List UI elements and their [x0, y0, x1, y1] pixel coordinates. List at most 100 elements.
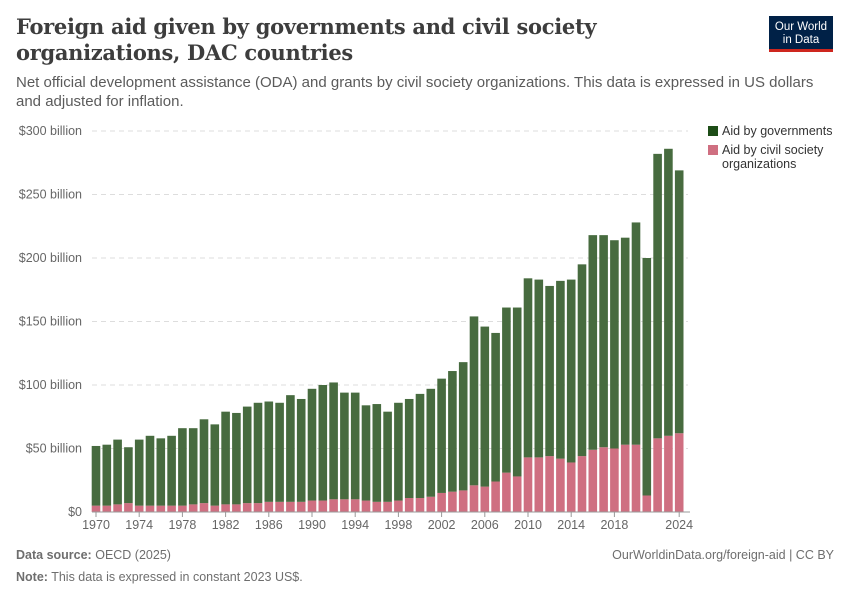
x-tick-label: 2002: [428, 518, 456, 532]
bar-civil-society-2006: [480, 486, 490, 512]
bar-civil-society-1993: [340, 499, 349, 512]
bar-civil-society-2010: [523, 457, 533, 512]
bar-governments-1979: [188, 428, 198, 505]
bar-governments-2004: [458, 362, 468, 491]
bar-civil-society-1972: [113, 504, 122, 512]
bar-governments-2020: [631, 222, 641, 445]
source-label: Data source:: [16, 548, 92, 562]
bar-governments-1982: [221, 411, 230, 505]
x-tick-label: 1978: [168, 518, 196, 532]
bar-governments-2012: [545, 285, 554, 457]
bar-civil-society-1996: [372, 501, 382, 512]
bar-civil-society-1992: [329, 499, 338, 512]
bar-governments-1977: [167, 435, 176, 506]
x-tick-label: 2006: [471, 518, 499, 532]
y-tick-label: $0: [68, 505, 82, 519]
bar-civil-society-1976: [156, 505, 166, 512]
bar-civil-society-2000: [415, 498, 425, 512]
bar-governments-2014: [566, 279, 576, 463]
bar-governments-1990: [307, 388, 317, 501]
bar-governments-1981: [210, 424, 220, 506]
y-tick-label: $50 billion: [26, 442, 82, 456]
bar-governments-2001: [426, 388, 436, 497]
bar-governments-2023: [664, 148, 673, 436]
note-text: This data is expressed in constant 2023 …: [51, 570, 303, 584]
bar-civil-society-2018: [610, 448, 619, 512]
bar-governments-1975: [145, 435, 155, 506]
bar-civil-society-2001: [426, 496, 436, 512]
source-text[interactable]: OECD (2025): [95, 548, 171, 562]
bar-governments-1988: [286, 395, 295, 502]
bar-civil-society-1973: [124, 503, 133, 512]
bar-governments-2009: [512, 307, 522, 477]
bar-civil-society-2004: [458, 490, 468, 512]
x-tick-label: 1998: [384, 518, 412, 532]
bar-governments-2008: [502, 307, 511, 473]
source-url[interactable]: OurWorldinData.org/foreign-aid | CC BY: [612, 548, 834, 562]
bar-governments-2016: [588, 235, 598, 450]
bar-governments-1983: [232, 412, 241, 505]
y-tick-label: $200 billion: [19, 251, 82, 265]
bar-governments-2024: [674, 170, 684, 434]
bar-civil-society-2017: [599, 447, 608, 512]
bar-governments-2019: [620, 237, 630, 445]
y-tick-label: $100 billion: [19, 378, 82, 392]
bar-civil-society-2019: [620, 444, 630, 512]
bar-governments-2021: [642, 258, 652, 496]
bar-civil-society-2013: [556, 458, 565, 512]
bar-civil-society-1994: [350, 499, 360, 512]
bar-governments-2005: [469, 316, 479, 486]
x-tick-label: 1986: [255, 518, 283, 532]
legend-civil-society: Aid by civil society organizations: [722, 143, 824, 171]
bar-civil-society-2021: [642, 495, 652, 512]
bar-governments-1987: [275, 402, 284, 502]
y-tick-label: $150 billion: [19, 315, 82, 329]
bar-civil-society-2016: [588, 449, 598, 512]
bar-governments-2022: [653, 153, 662, 439]
chart-title: Foreign aid given by governments and civ…: [16, 14, 597, 65]
bar-governments-1997: [383, 411, 392, 502]
bar-governments-2010: [523, 278, 533, 458]
bar-governments-2002: [437, 378, 446, 493]
bar-civil-society-1988: [286, 501, 295, 512]
bar-governments-1994: [350, 392, 360, 500]
bar-civil-society-1997: [383, 501, 392, 512]
bar-chart: $0 $50 billion $100 billion $150 billion $20…: [19, 124, 833, 532]
y-tick-label: $300 billion: [19, 124, 82, 138]
x-tick-label: 2018: [600, 518, 628, 532]
legend-governments: Aid by governments: [722, 124, 832, 138]
bar-governments-1971: [102, 444, 112, 506]
bar-civil-society-1980: [199, 503, 209, 512]
bar-civil-society-2020: [631, 444, 641, 512]
bar-governments-1996: [372, 404, 382, 502]
data-source: Data source: OECD (2025): [16, 548, 171, 562]
owid-logo[interactable]: Our World in Data: [769, 16, 833, 52]
bar-civil-society-1989: [296, 501, 306, 512]
bar-civil-society-1975: [145, 505, 155, 512]
bar-governments-1989: [296, 398, 306, 502]
bar-civil-society-1981: [210, 505, 220, 512]
bar-governments-1974: [134, 439, 144, 506]
bar-civil-society-1978: [178, 505, 187, 512]
bar-governments-2011: [534, 279, 544, 458]
bar-civil-society-2009: [512, 476, 522, 512]
bar-governments-2015: [577, 264, 587, 457]
x-tick-label: 2024: [665, 518, 693, 532]
legend-swatch-governments: [708, 126, 718, 136]
bar-civil-society-1984: [242, 503, 252, 512]
bar-governments-1993: [340, 392, 349, 500]
bar-civil-society-1983: [232, 504, 241, 512]
bar-civil-society-1979: [188, 504, 198, 512]
bar-civil-society-1977: [167, 505, 176, 512]
bar-governments-1976: [156, 438, 166, 506]
bar-civil-society-2005: [469, 485, 479, 512]
bar-governments-2000: [415, 393, 425, 499]
bar-governments-1984: [242, 406, 252, 504]
bar-governments-1980: [199, 419, 209, 504]
bar-civil-society-1982: [221, 504, 230, 512]
bar-civil-society-2012: [545, 456, 554, 512]
chart-subtitle: Net official development assistance (ODA…: [16, 74, 814, 110]
bar-governments-1992: [329, 382, 338, 500]
bar-governments-1978: [178, 428, 187, 506]
bar-civil-society-1987: [275, 501, 284, 512]
